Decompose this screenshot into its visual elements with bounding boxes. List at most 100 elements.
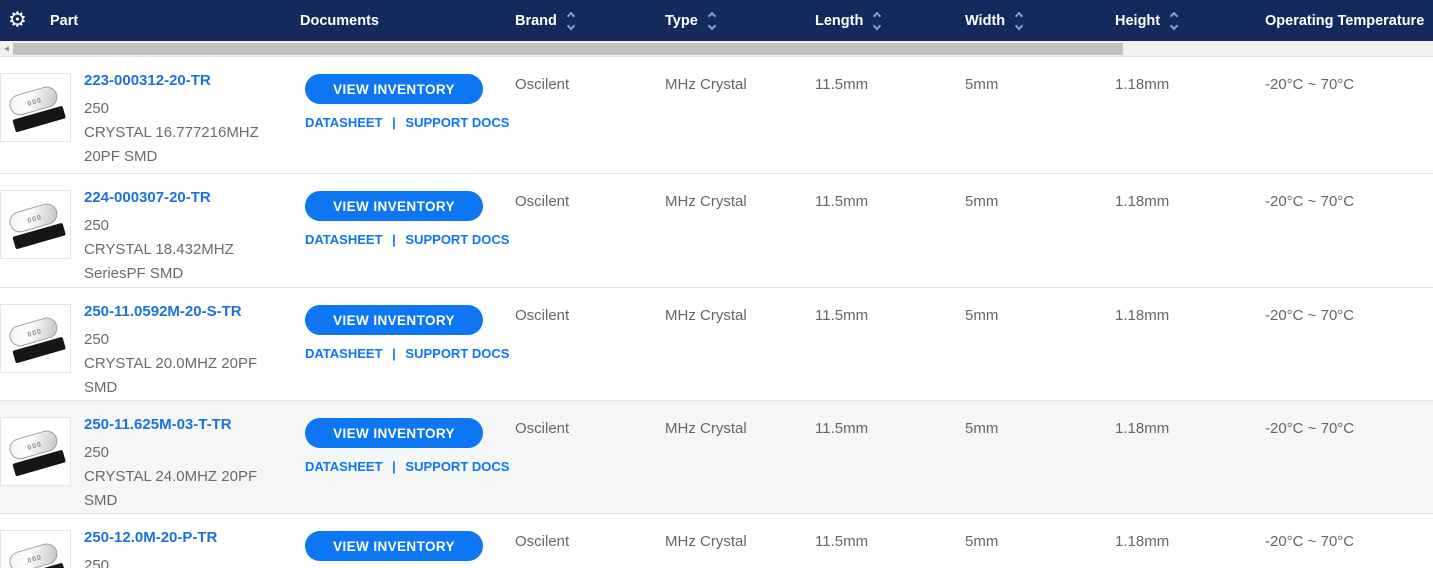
datasheet-link[interactable]: DATASHEET	[305, 115, 383, 130]
header-cell-width[interactable]: Width	[955, 11, 1105, 31]
brand-cell: Oscilent	[515, 76, 570, 93]
height-cell: 1.18mm	[1115, 420, 1170, 437]
support-docs-link[interactable]: SUPPORT DOCS	[405, 115, 510, 130]
type-cell: MHz Crystal	[665, 420, 747, 437]
height-cell: 1.18mm	[1115, 193, 1170, 210]
table-row: 000 223-000312-20-TR 250 CRYSTAL 16.7772…	[0, 57, 1433, 174]
part-image-cell: 000	[0, 514, 82, 568]
sort-icon[interactable]	[707, 11, 717, 31]
crystal-component-photo: 000	[4, 197, 67, 252]
view-inventory-button[interactable]: VIEW INVENTORY	[305, 305, 483, 335]
header-label-type: Type	[665, 12, 698, 29]
part-thumbnail[interactable]: 000	[0, 304, 71, 373]
scrollbar-thumb[interactable]	[13, 43, 1123, 55]
part-quantity: 250	[84, 557, 110, 568]
sort-icon[interactable]	[873, 11, 882, 31]
crystal-component-photo: 000	[4, 311, 67, 366]
document-links: DATASHEET | SUPPORT DOCS	[305, 232, 509, 247]
table-row: 000 250-11.0592M-20-S-TR 250 CRYSTAL 20.…	[0, 288, 1433, 401]
link-separator: |	[392, 232, 396, 247]
support-docs-link[interactable]: SUPPORT DOCS	[405, 346, 510, 361]
datasheet-link[interactable]: DATASHEET	[305, 346, 383, 361]
part-thumbnail[interactable]: 000	[0, 190, 71, 259]
header-label-width: Width	[965, 12, 1006, 29]
part-description: CRYSTAL 24.0MHZ 20PF SMD	[84, 468, 258, 509]
support-docs-link[interactable]: SUPPORT DOCS	[405, 459, 510, 474]
part-info-cell: 250-11.625M-03-T-TR 250 CRYSTAL 24.0MHZ …	[82, 401, 300, 513]
view-inventory-button[interactable]: VIEW INVENTORY	[305, 74, 483, 104]
crystal-component-photo: 000	[4, 80, 67, 135]
type-cell: MHz Crystal	[665, 193, 747, 210]
part-number-link[interactable]: 250-11.0592M-20-S-TR	[84, 303, 242, 320]
sort-icon[interactable]	[1169, 11, 1179, 31]
part-image-cell: 000	[0, 174, 82, 287]
sort-icon[interactable]	[1014, 11, 1024, 31]
part-quantity: 250	[84, 100, 110, 117]
crystal-component-photo: 000	[4, 537, 67, 568]
part-thumbnail[interactable]: 000	[0, 417, 71, 486]
link-separator: |	[392, 346, 396, 361]
datasheet-link[interactable]: DATASHEET	[305, 232, 383, 247]
support-docs-link[interactable]: SUPPORT DOCS	[405, 232, 510, 247]
document-links: DATASHEET | SUPPORT DOCS	[305, 459, 509, 474]
crystal-marking: 000	[24, 439, 41, 450]
crystal-marking: 000	[24, 212, 41, 223]
part-info-cell: 224-000307-20-TR 250 CRYSTAL 18.432MHZ S…	[82, 174, 300, 287]
operating-temperature-cell: -20°C ~ 70°C	[1265, 420, 1355, 437]
part-thumbnail[interactable]: 000	[0, 73, 71, 142]
header-cell-documents: Documents	[300, 13, 505, 29]
header-label-part: Part	[50, 12, 79, 29]
header-cell-height[interactable]: Height	[1105, 11, 1255, 31]
view-inventory-button[interactable]: VIEW INVENTORY	[305, 418, 483, 448]
crystal-marking: 000	[24, 326, 41, 337]
part-number-link[interactable]: 223-000312-20-TR	[84, 72, 211, 89]
documents-cell: VIEW INVENTORY DATASHEET | SUPPORT DOCS	[300, 514, 505, 568]
crystal-marking: 000	[24, 95, 41, 106]
gear-icon[interactable]: ⚙	[8, 8, 27, 32]
length-cell: 11.5mm	[815, 307, 869, 324]
width-cell: 5mm	[965, 76, 999, 93]
documents-cell: VIEW INVENTORY DATASHEET | SUPPORT DOCS	[300, 288, 509, 400]
view-inventory-button[interactable]: VIEW INVENTORY	[305, 191, 483, 221]
view-inventory-button[interactable]: VIEW INVENTORY	[305, 531, 483, 561]
link-separator: |	[392, 115, 396, 130]
documents-cell: VIEW INVENTORY DATASHEET | SUPPORT DOCS	[300, 401, 509, 513]
width-cell: 5mm	[965, 193, 999, 210]
header-cell-type[interactable]: Type	[655, 11, 805, 31]
header-cell-part: Part	[0, 13, 300, 29]
header-label-operating-temperature: Operating Temperature	[1265, 12, 1425, 29]
brand-cell: Oscilent	[515, 533, 570, 550]
scroll-left-arrow-icon[interactable]: ◄	[2, 44, 11, 53]
part-image-cell: 000	[0, 401, 82, 513]
sort-icon[interactable]	[566, 11, 576, 31]
width-cell: 5mm	[965, 307, 999, 324]
header-cell-operating-temperature[interactable]: Operating Temperature	[1255, 12, 1433, 29]
part-info-cell: 250-11.0592M-20-S-TR 250 CRYSTAL 20.0MHZ…	[82, 288, 300, 400]
type-cell: MHz Crystal	[665, 533, 747, 550]
operating-temperature-cell: -20°C ~ 70°C	[1265, 76, 1355, 93]
length-cell: 11.5mm	[815, 76, 869, 93]
crystal-marking: 000	[24, 552, 41, 563]
width-cell: 5mm	[965, 420, 999, 437]
header-label-documents: Documents	[300, 12, 379, 29]
horizontal-scrollbar[interactable]: ◄	[0, 41, 1433, 57]
part-image-cell: 000	[0, 288, 82, 400]
length-cell: 11.5mm	[815, 193, 869, 210]
table-row: 000 250-12.0M-20-P-TR 250 CRYSTAL 25.0MH…	[0, 514, 1433, 568]
part-info-cell: 223-000312-20-TR 250 CRYSTAL 16.777216MH…	[82, 57, 300, 173]
operating-temperature-cell: -20°C ~ 70°C	[1265, 533, 1355, 550]
height-cell: 1.18mm	[1115, 307, 1170, 324]
part-number-link[interactable]: 250-11.625M-03-T-TR	[84, 416, 232, 433]
part-thumbnail[interactable]: 000	[0, 530, 71, 568]
part-number-link[interactable]: 250-12.0M-20-P-TR	[84, 529, 218, 546]
datasheet-link[interactable]: DATASHEET	[305, 459, 383, 474]
header-cell-length[interactable]: Length	[805, 11, 955, 31]
part-quantity: 250	[84, 217, 110, 234]
table-row: 000 250-11.625M-03-T-TR 250 CRYSTAL 24.0…	[0, 401, 1433, 514]
part-quantity: 250	[84, 444, 110, 461]
header-label-height: Height	[1115, 12, 1161, 29]
height-cell: 1.18mm	[1115, 533, 1170, 550]
documents-cell: VIEW INVENTORY DATASHEET | SUPPORT DOCS	[300, 174, 509, 287]
header-cell-brand[interactable]: Brand	[505, 11, 655, 31]
part-number-link[interactable]: 224-000307-20-TR	[84, 189, 211, 206]
